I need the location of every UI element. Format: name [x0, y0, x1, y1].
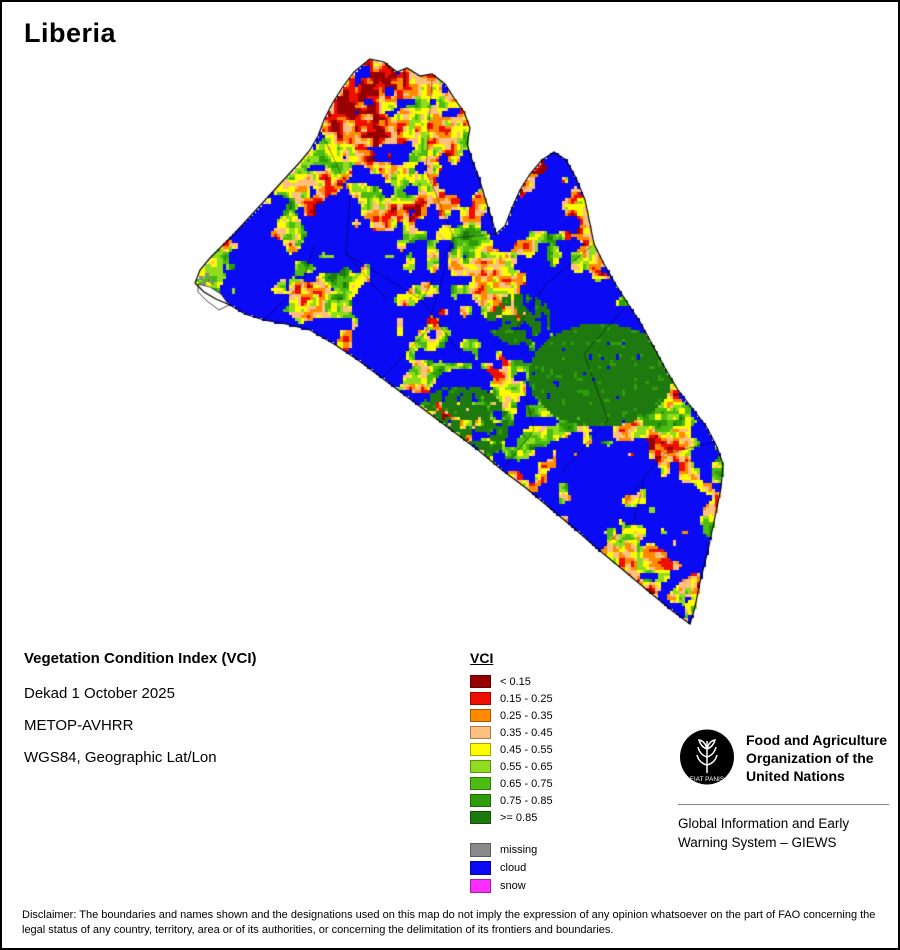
legend-swatch — [470, 879, 491, 893]
legend-row: 0.65 - 0.75 — [470, 775, 553, 792]
legend-row: 0.75 - 0.85 — [470, 792, 553, 809]
legend-label: 0.25 - 0.35 — [500, 709, 553, 722]
legend-label: 0.15 - 0.25 — [500, 692, 553, 705]
sensor-label: METOP-AVHRR — [24, 717, 134, 734]
legend-label: cloud — [500, 862, 527, 874]
legend-swatch — [470, 760, 491, 773]
fao-block: FIAT PANIS Food and Agriculture Organiza… — [678, 728, 894, 786]
legend-label: 0.55 - 0.65 — [500, 760, 553, 773]
legend-swatch — [470, 794, 491, 807]
map-metadata: Vegetation Condition Index (VCI) Dekad 1… — [24, 650, 257, 781]
legend-swatch — [470, 726, 491, 739]
legend-swatch — [470, 811, 491, 824]
fao-motto: FIAT PANIS — [690, 776, 725, 783]
legend-row: 0.35 - 0.45 — [470, 724, 553, 741]
legend-row: 0.15 - 0.25 — [470, 690, 553, 707]
legend-label: 0.75 - 0.85 — [500, 794, 553, 807]
legend-label: 0.45 - 0.55 — [500, 743, 553, 756]
legend-swatch — [470, 777, 491, 790]
footer-divider — [678, 804, 889, 805]
fao-name-line: United Nations — [746, 768, 845, 784]
legend-row: 0.45 - 0.55 — [470, 741, 553, 758]
legend-extra-section: missing cloud snow — [470, 841, 553, 895]
legend-swatch — [470, 861, 491, 875]
fao-name: Food and Agriculture Organization of the… — [746, 728, 887, 786]
legend-swatch — [470, 843, 491, 857]
vci-map-canvas — [2, 2, 898, 647]
legend-label: missing — [500, 844, 538, 856]
legend-swatch — [470, 692, 491, 705]
giews-name: Global Information and Early Warning Sys… — [678, 814, 849, 852]
legend-swatch — [470, 709, 491, 722]
legend-row: snow — [470, 877, 553, 895]
giews-line: Warning System – GIEWS — [678, 835, 837, 850]
legend-label: < 0.15 — [500, 675, 531, 688]
legend-row: >= 0.85 — [470, 809, 553, 826]
legend-title: VCI — [470, 650, 494, 666]
vci-legend: VCI < 0.15 0.15 - 0.25 0.25 - 0.35 0.35 … — [470, 650, 553, 895]
legend-row: cloud — [470, 859, 553, 877]
page-title: Liberia — [24, 18, 117, 48]
legend-label: 0.65 - 0.75 — [500, 777, 553, 790]
legend-label: >= 0.85 — [500, 811, 538, 824]
legend-label: 0.35 - 0.45 — [500, 726, 553, 739]
fao-logo-icon: FIAT PANIS — [680, 729, 734, 785]
legend-row: 0.55 - 0.65 — [470, 758, 553, 775]
fao-name-line: Organization of the — [746, 750, 874, 766]
legend-row: 0.25 - 0.35 — [470, 707, 553, 724]
legend-swatch — [470, 743, 491, 756]
legend-row: < 0.15 — [470, 673, 553, 690]
disclaimer-text: Disclaimer: The boundaries and names sho… — [22, 909, 876, 936]
projection-label: WGS84, Geographic Lat/Lon — [24, 749, 217, 766]
legend-swatch — [470, 675, 491, 688]
fao-name-line: Food and Agriculture — [746, 732, 888, 748]
legend-row: missing — [470, 841, 553, 859]
product-title: Vegetation Condition Index (VCI) — [24, 650, 257, 667]
giews-line: Global Information and Early — [678, 816, 850, 831]
legend-label: snow — [500, 880, 526, 892]
dekad-label: Dekad 1 October 2025 — [24, 685, 175, 702]
